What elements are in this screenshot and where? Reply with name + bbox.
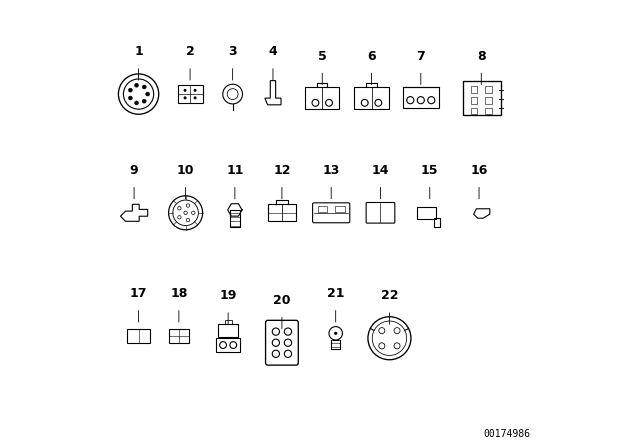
Circle shape [178, 215, 181, 219]
Bar [471, 108, 477, 114]
Bar [318, 206, 327, 212]
Bar [225, 320, 232, 324]
Text: 17: 17 [130, 287, 147, 300]
Text: 00174986: 00174986 [484, 429, 531, 439]
Bar [230, 210, 240, 227]
Bar [485, 86, 492, 93]
Text: 4: 4 [269, 45, 277, 58]
Text: 20: 20 [273, 294, 291, 307]
Text: 15: 15 [421, 164, 438, 177]
Circle shape [134, 101, 138, 105]
Bar [417, 207, 436, 219]
Circle shape [178, 207, 181, 210]
Circle shape [146, 92, 150, 96]
Bar [471, 97, 477, 103]
Circle shape [142, 99, 146, 103]
Text: 18: 18 [170, 287, 188, 300]
Text: 6: 6 [367, 50, 376, 63]
Circle shape [184, 211, 188, 215]
Bar [485, 108, 492, 114]
Bar [485, 97, 492, 103]
Bar [355, 86, 388, 109]
Bar [403, 87, 438, 108]
Text: 14: 14 [372, 164, 389, 177]
Circle shape [184, 89, 187, 92]
Circle shape [334, 332, 337, 335]
Bar [433, 218, 440, 227]
Bar [463, 81, 501, 115]
Text: 9: 9 [130, 164, 138, 177]
Text: 19: 19 [220, 289, 237, 302]
Text: 1: 1 [134, 45, 143, 58]
Circle shape [193, 89, 196, 92]
Text: 21: 21 [327, 287, 344, 300]
Bar [216, 338, 240, 352]
Text: 12: 12 [273, 164, 291, 177]
Circle shape [129, 88, 132, 92]
Text: 8: 8 [477, 50, 486, 63]
Circle shape [129, 96, 132, 100]
Text: 22: 22 [381, 289, 398, 302]
Circle shape [184, 96, 187, 99]
Bar [169, 329, 189, 343]
Text: 11: 11 [226, 164, 244, 177]
Text: 7: 7 [417, 50, 425, 63]
Text: 16: 16 [470, 164, 488, 177]
Text: 2: 2 [186, 45, 195, 58]
Text: 13: 13 [323, 164, 340, 177]
Bar [335, 206, 344, 212]
Bar [471, 86, 477, 93]
Circle shape [134, 83, 138, 87]
Circle shape [186, 204, 189, 207]
Bar [127, 329, 150, 343]
Circle shape [191, 211, 195, 215]
Bar [268, 204, 296, 221]
Circle shape [142, 85, 146, 89]
Text: 3: 3 [228, 45, 237, 58]
Bar [218, 324, 238, 337]
Circle shape [186, 218, 189, 222]
Bar [305, 86, 339, 109]
Circle shape [193, 96, 196, 99]
Text: 5: 5 [318, 50, 326, 63]
Text: 10: 10 [177, 164, 195, 177]
